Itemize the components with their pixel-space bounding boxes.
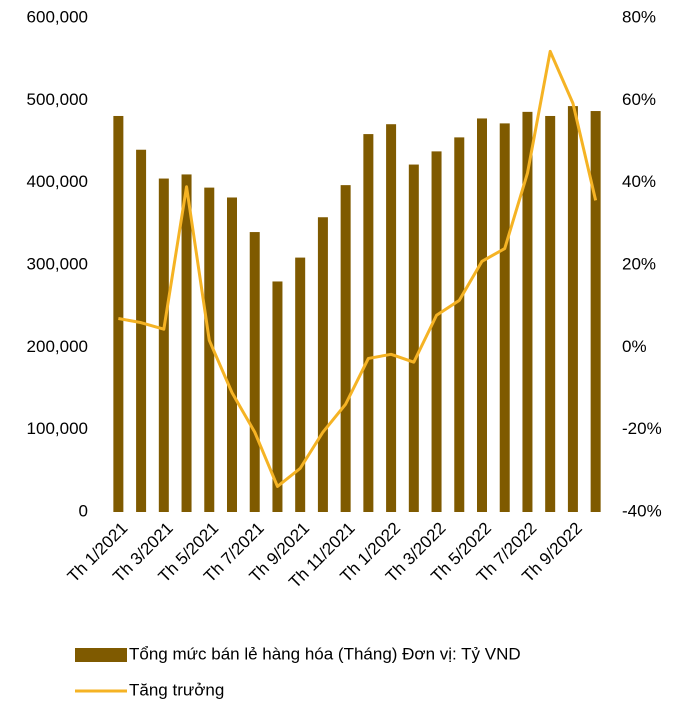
legend-label: Tổng mức bán lẻ hàng hóa (Tháng) Đơn vị:… [129, 644, 521, 663]
bar [249, 232, 260, 513]
bar [136, 149, 147, 512]
bar [590, 111, 601, 512]
bar [158, 178, 169, 513]
y2-tick-label: 40% [622, 172, 656, 191]
bar [431, 151, 442, 512]
bar [545, 115, 556, 512]
bar [522, 111, 533, 513]
bar [181, 174, 192, 512]
bar [317, 217, 328, 512]
y-tick-label: 200,000 [27, 337, 88, 356]
y2-tick-label: 80% [622, 7, 656, 26]
line [118, 49, 598, 488]
y2-tick-label: 60% [622, 90, 656, 109]
y-tick-label: 300,000 [27, 254, 88, 273]
y2-tick-label: -40% [622, 501, 662, 520]
y-tick-label: 600,000 [27, 7, 88, 26]
bar [408, 164, 419, 512]
bar [340, 185, 351, 513]
bar [272, 281, 283, 512]
bar [454, 137, 465, 512]
y2-tick-label: -20% [622, 419, 662, 438]
bar [204, 187, 215, 512]
bar [363, 134, 374, 512]
bar [113, 115, 124, 512]
bar [295, 257, 306, 512]
bar [227, 197, 237, 512]
legend-label: Tăng trưởng [129, 680, 224, 699]
y-tick-label: 500,000 [27, 90, 88, 109]
y-tick-label: 0 [79, 501, 88, 520]
bar [477, 118, 487, 513]
legend-swatch [75, 648, 127, 662]
y-tick-label: 100,000 [27, 419, 88, 438]
bar [567, 106, 578, 512]
y-tick-label: 400,000 [27, 172, 88, 191]
y2-tick-label: 0% [622, 337, 647, 356]
y2-tick-label: 20% [622, 254, 656, 273]
bar [386, 124, 397, 513]
bar [499, 123, 510, 513]
